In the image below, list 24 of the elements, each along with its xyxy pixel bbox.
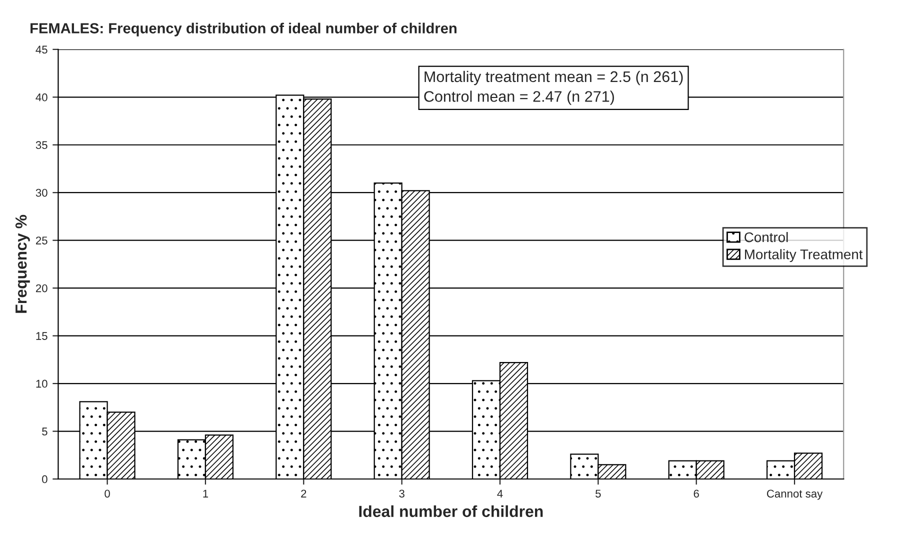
- x-tick-label: 6: [694, 490, 699, 498]
- y-tick-label: 10: [36, 380, 48, 388]
- annotation: Mortality treatment mean = 2.5 (n 261) Control mean = 2.47 (n 271): [424, 70, 683, 105]
- x-tick-label: Cannot say: [766, 490, 823, 500]
- y-tick-label: 45: [36, 46, 48, 54]
- legend-label: Mortality Treatment: [745, 249, 863, 262]
- x-axis-title: Ideal number of children: [359, 505, 543, 518]
- y-tick-label: 40: [36, 93, 48, 102]
- y-axis-title: Frequency %: [15, 214, 30, 313]
- x-tick-label: 1: [203, 490, 208, 498]
- y-tick-label: 25: [36, 236, 48, 244]
- x-tick-label: 2: [301, 490, 306, 498]
- legend-label: Control: [744, 232, 788, 242]
- y-tick-label: 35: [36, 141, 48, 150]
- x-tick-label: 3: [399, 490, 404, 498]
- y-tick-label: 20: [36, 284, 48, 292]
- y-tick-label: 30: [36, 188, 48, 197]
- x-tick-label: 5: [596, 490, 601, 498]
- x-tick-label: 0: [104, 490, 110, 498]
- y-tick-label: 15: [36, 332, 48, 340]
- x-tick-label: 4: [497, 490, 503, 498]
- y-tick-label: 0: [42, 475, 48, 484]
- chart-title: FEMALES: Frequency distribution of ideal number of children: [30, 22, 456, 36]
- y-tick-label: 5: [42, 428, 48, 436]
